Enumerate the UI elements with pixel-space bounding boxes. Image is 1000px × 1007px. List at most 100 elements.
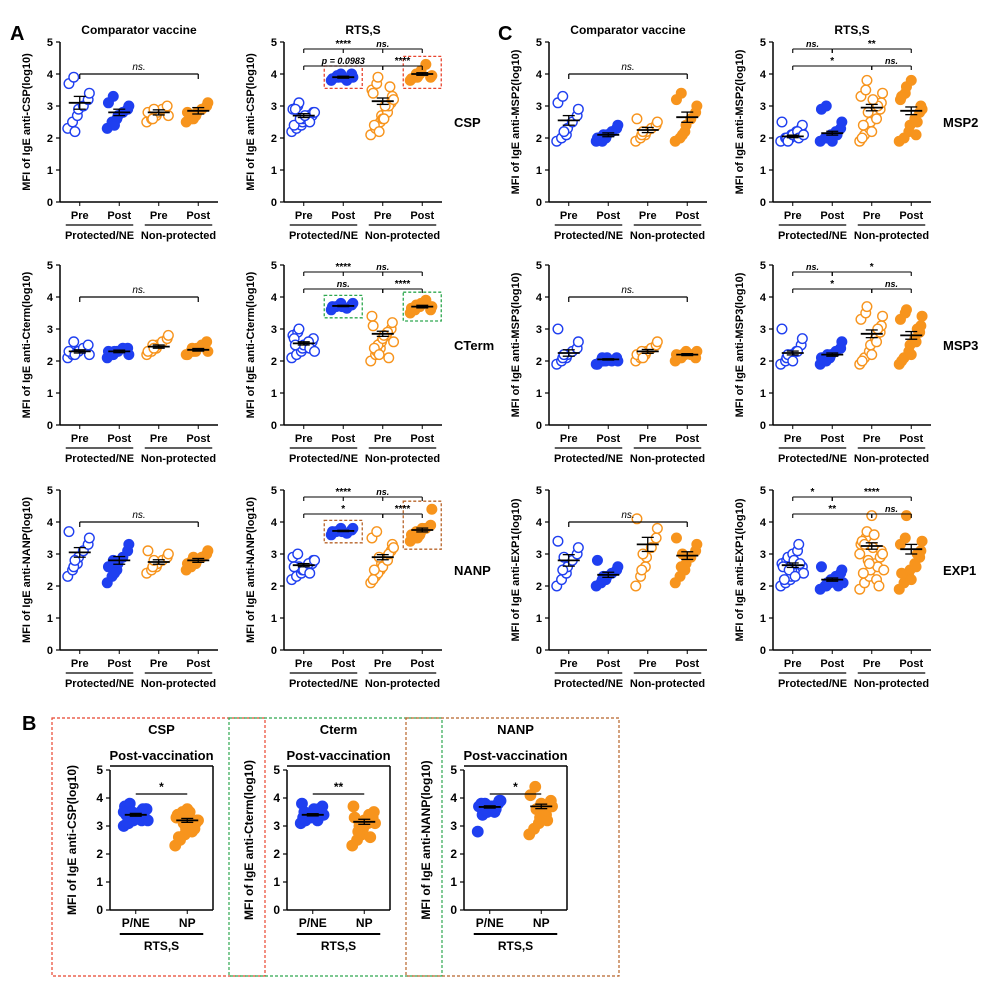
chart-C-MSP2-rtss-point-2-13 (877, 87, 889, 99)
chart-A-CSP-rtss-side-label: CSP (454, 115, 481, 130)
chart-C-MSP2-rtss-point-2-14 (856, 132, 868, 144)
chart-B-NANP-subtitle: Post-vaccination (463, 748, 567, 763)
chart-C-MSP2-rtss-y-label: MFI of IgE anti-MSP2(log10) (734, 49, 746, 194)
chart-B-CSP-y-tick-label-4: 4 (96, 791, 103, 805)
chart-C-MSP3-rtss-point-2-12 (872, 323, 884, 335)
chart-C-MSP2-comp-point-0-6 (572, 103, 584, 115)
chart-B-CSP-panel-box (51, 717, 266, 977)
chart-A-CTerm-comp-point-3-5 (201, 336, 213, 348)
chart-A-NANP-rtss-y-tick-label-5: 5 (271, 485, 277, 497)
chart-A-NANP-comp-x-tick-label-3: Post (186, 658, 210, 670)
chart-A-CTerm-rtss-y-tick-label-0: 0 (271, 420, 277, 432)
chart-A-CSP-rtss-y-label: MFI of IgE anti-CSP(log10) (245, 53, 257, 191)
chart-B-NANP-y-tick-label-0: 0 (450, 903, 457, 917)
chart-C-EXP1-rtss-point-2-19 (873, 580, 885, 592)
chart-C-MSP3-rtss-point-0-7 (776, 323, 788, 335)
chart-A-CTerm-comp-y-label: MFI of IgE anti-Cterm(log10) (21, 271, 33, 418)
chart-A-NANP-comp-point-3-6 (202, 545, 214, 557)
chart-B-Cterm-panel-box (228, 717, 443, 977)
chart-A-CSP-comp-point-0-6 (83, 87, 95, 99)
chart-C-MSP2-comp-point-3-6 (691, 100, 703, 112)
chart-B-Cterm-annotation-0: ** (334, 780, 344, 794)
chart-C-MSP2-rtss-point-3-14 (896, 90, 908, 102)
chart-C-EXP1-comp-point-1-9 (597, 570, 609, 582)
chart-A-NANP-comp-group-label-1: Non-protected (141, 678, 216, 690)
chart-C-MSP3-rtss-x-tick-label-1: Post (820, 433, 844, 445)
chart-B-Cterm-x-label: RTS,S (321, 939, 356, 953)
chart-C-MSP2-comp-y-tick-label-1: 1 (536, 165, 542, 177)
chart-C-MSP3-rtss-y-tick-label-4: 4 (760, 292, 767, 304)
chart-A-NANP-rtss-point-0-14 (288, 561, 300, 573)
chart-A-CTerm-rtss-annotation-1: ns. (376, 262, 389, 272)
chart-C-MSP3-rtss-point-2-14 (856, 355, 868, 367)
chart-A-NANP-rtss-y-tick-label-0: 0 (271, 645, 277, 657)
chart-A-CTerm-rtss-y-tick-label-3: 3 (271, 324, 277, 336)
chart-A-CSP-comp-y-tick-label-5: 5 (47, 37, 53, 49)
chart-C-MSP2-rtss-point-2-11 (871, 113, 883, 125)
chart-C-EXP1-rtss-y-tick-label-0: 0 (760, 645, 766, 657)
chart-A-CSP-comp-point-1-8 (107, 90, 119, 102)
chart-A-CSP-comp-y-label: MFI of IgE anti-CSP(log10) (21, 53, 33, 191)
chart-A-CTerm-comp-y-tick-label-0: 0 (47, 420, 53, 432)
chart-C-MSP3-rtss-point-1-6 (836, 336, 848, 348)
chart-C-MSP2-comp-x-tick-label-0: Pre (560, 210, 578, 222)
chart-C-MSP3-rtss-point-0-6 (796, 333, 808, 345)
chart-A-CSP-comp-y-tick-label-4: 4 (47, 69, 54, 81)
chart-C-EXP1-rtss-point-3-11 (910, 561, 922, 573)
chart-C-MSP3-rtss-y-tick-label-1: 1 (760, 388, 766, 400)
chart-B-CSP-y-tick-label-1: 1 (96, 875, 103, 889)
chart-C-MSP3-rtss-point-2-9 (861, 301, 873, 313)
chart-A-CSP-comp-group-label-0: Protected/NE (65, 230, 134, 242)
chart-C-MSP2-comp-y-tick-label-5: 5 (536, 37, 542, 49)
chart-C-MSP2-rtss-y-tick-label-1: 1 (760, 165, 766, 177)
chart-A-NANP-rtss-point-2-15 (368, 564, 380, 576)
chart-A-CTerm-rtss-point-2-12 (383, 352, 395, 364)
chart-A-CTerm-rtss-point-2-16 (373, 349, 385, 361)
chart-A-NANP-comp-y-tick-label-0: 0 (47, 645, 53, 657)
chart-C-MSP2-comp-point-3-9 (676, 129, 688, 141)
chart-C-MSP2-rtss-point-0-7 (776, 116, 788, 128)
chart-C-EXP1-comp-point-1-7 (591, 554, 603, 566)
chart-A-NANP-rtss-y-tick-label-3: 3 (271, 549, 277, 561)
chart-C-EXP1-rtss-point-2-23 (863, 558, 875, 570)
chart-A-CTerm-comp-point-0-8 (68, 336, 80, 348)
chart-A-NANP-rtss-side-label: NANP (454, 563, 491, 578)
chart-C-EXP1-comp-point-3-9 (676, 548, 688, 560)
chart-C-MSP3-comp-y-tick-label-3: 3 (536, 324, 542, 336)
chart-A-CTerm-rtss-point-2-13 (388, 336, 400, 348)
chart-A-NANP-comp-y-tick-label-1: 1 (47, 613, 53, 625)
chart-C-MSP2-comp-group-label-0: Protected/NE (554, 230, 623, 242)
chart-A-CSP-rtss-annotation-0: **** (335, 39, 351, 50)
chart-C-MSP2-comp-y-tick-label-4: 4 (536, 69, 543, 81)
chart-B-Cterm-y-tick-label-2: 2 (273, 847, 280, 861)
chart-C-MSP3-comp-point-2-9 (637, 352, 649, 364)
chart-A-CTerm-rtss-point-2-14 (367, 320, 379, 332)
chart-C-MSP3-rtss-annotation-0: ns. (806, 262, 819, 272)
chart-C-EXP1-comp-point-3-6 (691, 538, 703, 550)
chart-A-CTerm-comp-point-3-6 (202, 345, 214, 357)
chart-C-MSP2-rtss-point-2-10 (866, 126, 878, 138)
chart-C-MSP3-rtss-x-tick-label-2: Pre (863, 433, 881, 445)
chart-C-MSP3-rtss-y-label: MFI of IgE anti-MSP3(log10) (734, 272, 746, 417)
chart-A-CTerm-rtss-group-label-0: Protected/NE (289, 453, 358, 465)
chart-C-MSP2-comp-x-tick-label-3: Post (675, 210, 699, 222)
chart-C-MSP3-rtss-point-3-14 (896, 355, 908, 367)
chart-B-CSP-x-tick-label-0: P/NE (122, 916, 150, 930)
chart-C-MSP2-comp-group-label-1: Non-protected (630, 230, 705, 242)
chart-C-MSP2-rtss-annotation-0: ns. (806, 39, 819, 49)
chart-A-CSP-rtss-point-0-15 (289, 103, 301, 115)
chart-C-EXP1-rtss-x-tick-label-2: Pre (863, 658, 881, 670)
chart-C-MSP3-comp-point-1-9 (597, 355, 609, 367)
chart-A-NANP-comp-point-2-6 (162, 548, 174, 560)
chart-C-MSP3-comp-x-tick-label-3: Post (675, 433, 699, 445)
chart-B-NANP-point-1-12 (541, 814, 554, 827)
chart-B-Cterm-y-tick-label-5: 5 (273, 763, 280, 777)
chart-B-CSP-subtitle: Post-vaccination (109, 748, 213, 763)
chart-A-CTerm-rtss-y-tick-label-2: 2 (271, 356, 277, 368)
chart-C-MSP3-rtss-point-3-9 (900, 304, 912, 316)
chart-B-Cterm-x-tick-label-0: P/NE (299, 916, 327, 930)
chart-A-CSP-comp-x-tick-label-0: Pre (71, 210, 89, 222)
chart-A-CSP-rtss-annotation-3: **** (395, 56, 411, 67)
chart-C-MSP2-rtss-annotation-1: ** (868, 39, 876, 50)
chart-A-CSP-rtss-y-tick-label-1: 1 (271, 165, 277, 177)
